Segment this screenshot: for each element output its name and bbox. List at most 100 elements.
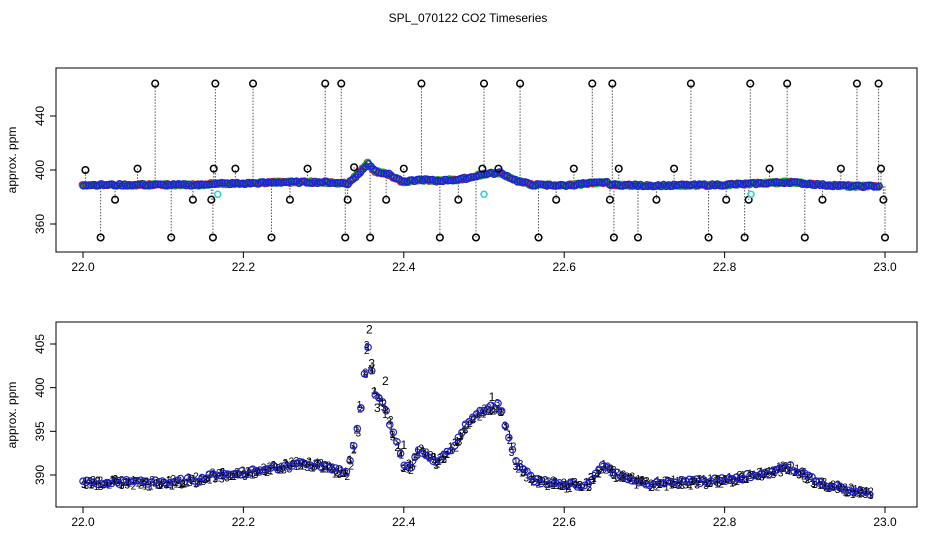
series-point-label: 3 xyxy=(264,465,270,476)
outlier-point xyxy=(879,195,888,204)
series-point-label: 3 xyxy=(180,479,186,490)
series-point-label: 2 xyxy=(596,470,602,481)
y-tick-label: 405 xyxy=(33,334,47,354)
series-point xyxy=(86,477,95,486)
series-point xyxy=(642,480,650,489)
series-point-label: 2 xyxy=(538,477,544,488)
main-point xyxy=(467,173,475,181)
series-point xyxy=(201,474,210,483)
outlier-point xyxy=(285,195,294,204)
series-point-label: 3 xyxy=(368,366,374,377)
series-point-label: 3 xyxy=(150,478,156,489)
series-point-label: 3 xyxy=(740,475,746,486)
series-point-label: 2 xyxy=(542,475,548,486)
series-point xyxy=(248,465,257,473)
series-point xyxy=(732,473,741,482)
series-point xyxy=(252,467,261,475)
series-point-label: 2 xyxy=(455,438,461,449)
outlier-point xyxy=(231,164,240,173)
series-point-label: 2 xyxy=(639,475,645,486)
series-point-label: 2 xyxy=(89,480,95,491)
series-point-label: 3 xyxy=(300,457,306,468)
series-point xyxy=(606,465,614,473)
main-point xyxy=(151,180,160,188)
series-point-label: 1 xyxy=(97,480,103,491)
series-point-label: 2 xyxy=(780,461,786,472)
bottom-axes: 22.0 22.2 22.4 22.6 22.8 23.0 390 395 400 405 xyxy=(33,334,897,529)
top-plot-frame xyxy=(55,67,918,253)
series-point-label: 1 xyxy=(826,484,832,495)
series-point-label: 3 xyxy=(596,466,602,477)
outlier-point xyxy=(852,79,861,88)
series-point-label: 1 xyxy=(836,481,842,492)
series-point-label: 2 xyxy=(628,474,634,485)
outlier-point xyxy=(382,195,391,204)
cyan-point xyxy=(747,190,755,199)
x-tick-label: 22.8 xyxy=(713,515,737,529)
series-point-label: 1 xyxy=(142,482,148,493)
series-point xyxy=(313,458,322,467)
series-point-label: 2 xyxy=(206,470,212,481)
series-point-label: 1 xyxy=(783,461,789,472)
series-point-label: 3 xyxy=(513,462,519,473)
series-point xyxy=(450,441,459,450)
y-tick-label: 400 xyxy=(33,377,47,397)
series-point xyxy=(768,467,777,475)
series-point-label: 3 xyxy=(326,461,332,472)
series-point-label: 1 xyxy=(812,480,818,491)
series-point-label: 3 xyxy=(792,468,798,479)
series-point-label: 1 xyxy=(431,452,437,463)
series-point-label: 3 xyxy=(857,485,863,496)
outlier-point xyxy=(208,233,217,242)
x-tick-label: 22.8 xyxy=(713,260,737,274)
series-point xyxy=(577,482,585,491)
series-point-label: 2 xyxy=(354,426,360,437)
series-point-label: 1 xyxy=(689,477,695,488)
outlier-point xyxy=(494,164,503,173)
series-point-label: 3 xyxy=(350,441,356,452)
series-point-label: 2 xyxy=(138,480,144,491)
series-point-label: 2 xyxy=(497,407,503,418)
series-point-label: 3 xyxy=(119,481,125,492)
spike-label: 3 xyxy=(368,357,375,371)
series-point-label: 3 xyxy=(167,475,173,486)
series-point-label: 3 xyxy=(583,478,589,489)
series-point-label: 3 xyxy=(463,426,469,437)
series-point-label: 2 xyxy=(383,405,389,416)
outlier-point xyxy=(605,195,614,204)
series-point-label: 1 xyxy=(850,490,856,501)
series-point-label: 1 xyxy=(853,484,859,495)
series-point-label: 1 xyxy=(647,481,653,492)
series-point-label: 3 xyxy=(730,475,736,486)
series-point-label: 2 xyxy=(799,469,805,480)
series-point xyxy=(819,480,827,489)
series-point-label: 2 xyxy=(113,474,119,485)
series-point xyxy=(436,456,445,464)
series-point-label: 1 xyxy=(867,490,873,501)
cyan-point xyxy=(213,190,222,199)
series-point-label: 2 xyxy=(731,477,737,488)
series-point-label: 2 xyxy=(131,481,137,492)
series-point-label: 3 xyxy=(599,465,605,476)
series-point-label: 2 xyxy=(805,475,811,486)
series-point-label: 2 xyxy=(231,472,237,483)
series-point-label: 1 xyxy=(707,473,713,484)
series-point-label: 3 xyxy=(219,474,225,485)
main-point xyxy=(328,179,337,187)
series-point xyxy=(447,446,455,455)
outlier-point xyxy=(211,79,220,88)
series-point xyxy=(295,457,304,466)
series-point-label: 2 xyxy=(194,478,200,489)
series-point xyxy=(241,470,250,479)
series-point xyxy=(443,447,452,456)
series-point-label: 2 xyxy=(424,448,430,459)
series-point xyxy=(627,476,636,485)
cyan-point xyxy=(480,190,488,199)
series-point-label: 2 xyxy=(815,478,821,489)
series-point-label: 1 xyxy=(407,460,413,471)
series-point-label: 2 xyxy=(369,363,375,374)
series-point-label: 1 xyxy=(756,470,762,481)
series-point-label: 2 xyxy=(678,475,684,486)
top-y-axis-label: approx. ppm xyxy=(5,127,19,194)
series-point-label: 3 xyxy=(749,470,755,481)
